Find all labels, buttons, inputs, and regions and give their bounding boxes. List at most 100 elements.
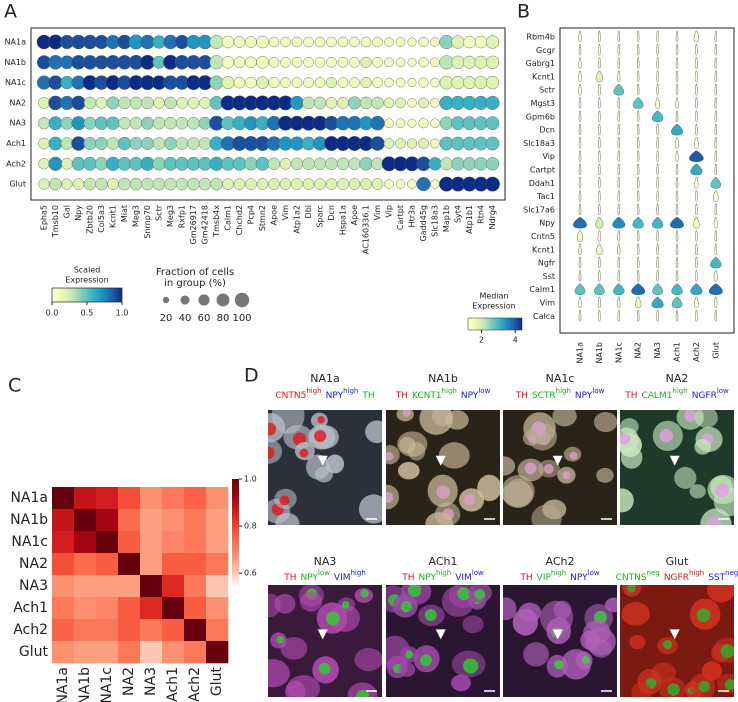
cell: [503, 456, 516, 476]
dot: [256, 35, 269, 49]
marker-label: TH NPYlow VIMhigh: [283, 569, 366, 583]
cell: [620, 446, 643, 469]
dot: [37, 117, 51, 130]
cell: [275, 512, 300, 525]
marker-name: NGFR: [664, 573, 689, 583]
heatmap-cell: [52, 597, 75, 620]
dot: [153, 97, 165, 109]
cell: [620, 418, 639, 435]
gene-label: Npy: [74, 205, 83, 221]
dot: [302, 178, 315, 190]
cell-signal: [659, 428, 673, 443]
colorbar: [51, 287, 123, 303]
size-legend-dot: [198, 294, 210, 306]
dot: [71, 116, 86, 131]
cell: [462, 615, 484, 634]
dot: [451, 116, 465, 131]
dot: [106, 116, 120, 130]
violin: [690, 163, 703, 176]
violin: [635, 296, 642, 309]
violin: [598, 110, 601, 123]
dot: [176, 97, 188, 109]
heatmap-cell: [206, 509, 229, 532]
marker-level: low: [592, 387, 604, 395]
heatmap-cell: [52, 641, 75, 664]
dot: [83, 116, 97, 130]
dot: [60, 116, 74, 130]
dot: [314, 77, 326, 88]
colorbar-tick-label: 1.0: [116, 309, 129, 318]
violin: [598, 177, 601, 189]
violin: [675, 230, 679, 242]
violin: [714, 243, 717, 256]
cell-signal: [562, 471, 571, 480]
cell-signal: [474, 589, 486, 600]
violin: [637, 137, 640, 149]
dot: [48, 156, 63, 171]
dot: [474, 136, 488, 151]
violin: [617, 44, 620, 56]
cell: [621, 602, 650, 626]
dot: [280, 36, 291, 48]
cell-signal: [386, 452, 394, 461]
heatmap-cell: [162, 575, 185, 598]
gene-label: Npy: [539, 219, 555, 228]
panel-label: A: [4, 1, 17, 23]
dot: [245, 76, 257, 89]
cell: [286, 675, 321, 697]
violin: [675, 84, 679, 96]
cell: [523, 642, 549, 667]
violin: [675, 70, 679, 83]
image-title: NA1b: [428, 372, 458, 385]
dot: [95, 97, 108, 109]
gene-label: Vim: [281, 205, 290, 221]
arrowhead: [552, 629, 563, 640]
cell-signal: [667, 683, 680, 696]
dot: [314, 36, 326, 48]
cell-signal: [684, 410, 697, 422]
heatmap-cell: [96, 531, 119, 554]
dot: [38, 158, 50, 170]
violin: [714, 84, 717, 96]
gene-label: Vim: [540, 299, 556, 308]
marker-name: SST: [708, 573, 725, 583]
dot: [141, 116, 154, 130]
violin: [578, 310, 582, 322]
heatmap-cell: [74, 597, 97, 620]
image-title: NA1c: [546, 372, 575, 385]
gene-label: Vip: [542, 152, 555, 161]
violin: [675, 190, 679, 202]
marker-level: high: [672, 387, 687, 395]
violin: [656, 310, 659, 322]
violin: [597, 230, 602, 242]
dot: [407, 78, 417, 88]
dot: [440, 157, 453, 171]
cell-signal: [698, 680, 710, 693]
dot: [336, 157, 350, 171]
heatmap-cell: [140, 553, 163, 576]
violin: [578, 190, 582, 202]
dot: [348, 157, 361, 171]
dot: [83, 137, 97, 150]
violin: [670, 217, 684, 229]
size-legend-title: Fraction of cells: [156, 267, 234, 278]
violin: [617, 230, 621, 242]
dot: [245, 36, 257, 48]
dot: [280, 77, 291, 88]
gene-label: Sctr: [539, 86, 556, 95]
dot: [232, 156, 247, 171]
group-label: NA1c: [614, 342, 623, 363]
gene-label: Slc18a3: [431, 205, 440, 237]
cell-signal: [457, 587, 471, 601]
marker-name: TH: [361, 391, 374, 401]
dot: [303, 77, 314, 88]
col-label: NA1c: [99, 667, 115, 702]
dot: [209, 55, 224, 70]
violin: [675, 177, 679, 189]
dot: [187, 116, 200, 130]
dot: [210, 177, 223, 191]
marker-name: NPY: [570, 573, 588, 583]
marker-level: high: [556, 387, 571, 395]
dot: [141, 96, 154, 110]
violin: [656, 243, 659, 256]
